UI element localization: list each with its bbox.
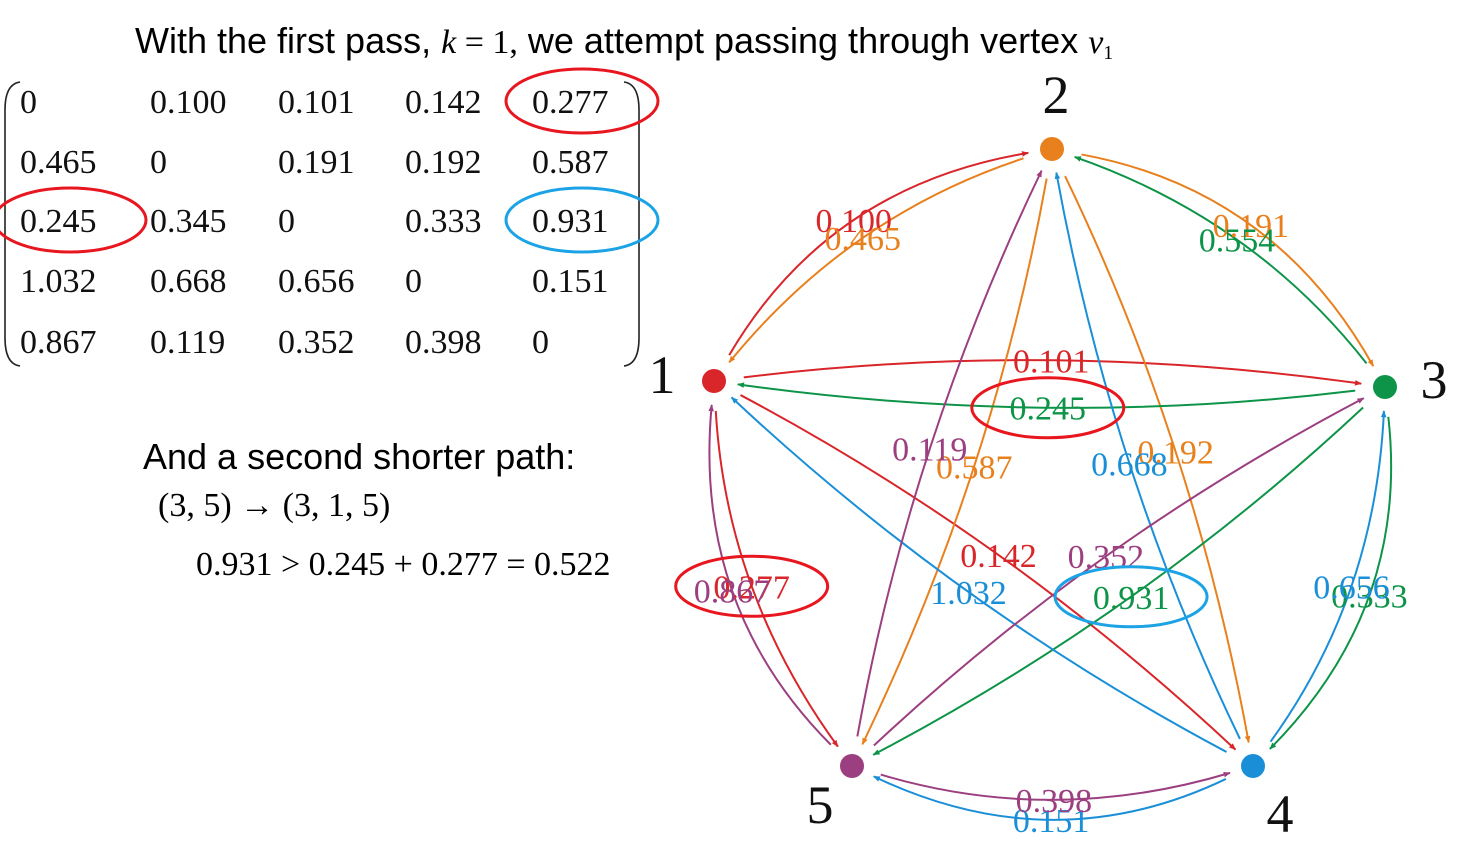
- distance-matrix: 0 0.100 0.101 0.142 0.277 0.465 0 0.191 0.192 0.5…: [0, 67, 660, 367]
- edge-weight-4-5: 0.151: [1013, 803, 1090, 840]
- matrix-cell: 0.587: [532, 144, 609, 181]
- edge-weight-5-4: 0.398: [1016, 783, 1093, 820]
- second-path-route: (3, 5) → (3, 1, 5): [158, 487, 391, 524]
- matrix-cell: 0.333: [405, 203, 482, 240]
- edge-1-3: [743, 359, 1362, 386]
- second-path-inequality: 0.931 > 0.245 + 0.277 = 0.522: [196, 546, 611, 583]
- edge-1-5: [714, 410, 839, 748]
- edge-weight-2-4: 0.192: [1137, 435, 1214, 472]
- vertex-5: [840, 754, 864, 778]
- matrix-cell: 1.032: [20, 263, 97, 300]
- matrix-cell: 0.352: [278, 324, 355, 361]
- edge-weight-3-1: 0.245: [1010, 391, 1087, 428]
- vertex-label-4: 4: [1267, 784, 1294, 844]
- matrix-highlight-ring: [0, 186, 148, 254]
- edge-highlight-ring: [674, 554, 830, 618]
- edge-weight-4-3: 0.656: [1313, 569, 1390, 606]
- edge-weight-1-3: 0.101: [1013, 343, 1090, 380]
- matrix-cell: 0.151: [532, 263, 609, 300]
- matrix-cell: 0.656: [278, 263, 355, 300]
- edge-weight-5-3: 0.352: [1068, 539, 1145, 576]
- matrix-cell: 0.192: [405, 144, 482, 181]
- matrix-highlight-ring: [504, 67, 660, 135]
- matrix-cell: 0.119: [150, 324, 225, 361]
- matrix-cell: 0: [405, 263, 422, 300]
- edge-weight-3-5: 0.931: [1093, 580, 1170, 617]
- graph-edges: [708, 151, 1393, 821]
- edge-5-2: [856, 169, 1043, 737]
- edge-4-3: [1269, 410, 1387, 743]
- edge-weight-3-4: 0.333: [1331, 578, 1408, 615]
- slide-title: With the first pass, k = 1, we attempt p…: [135, 20, 1113, 65]
- title-v-subscript: 1: [1103, 42, 1114, 64]
- matrix-cell: 0.101: [278, 84, 355, 121]
- edge-1-4: [740, 394, 1237, 751]
- graph-vertices: 1 2 3 4 5: [649, 65, 1448, 844]
- title-k-value: = 1,: [456, 24, 518, 61]
- matrix-cell: 0.142: [405, 84, 482, 121]
- title-middle: we attempt passing through vertex: [517, 20, 1089, 61]
- edge-5-1: [708, 404, 832, 746]
- matrix-cell: 0: [150, 144, 167, 181]
- edge-weight-labels: 0.100 0.101 0.142 0.277 0.465 0.191 0.192 0.587…: [694, 203, 1408, 840]
- edge-4-2: [1054, 171, 1241, 740]
- vertex-label-3: 3: [1421, 350, 1448, 410]
- matrix-cell: 0.931: [532, 203, 609, 240]
- vertex-1: [702, 369, 726, 393]
- edge-2-5: [861, 178, 1048, 746]
- edge-2-3: [1081, 153, 1375, 367]
- vertex-3: [1373, 375, 1397, 399]
- edge-weight-4-2: 0.668: [1091, 446, 1168, 483]
- matrix-cell: 0.191: [278, 144, 355, 181]
- matrix-cell: 0: [532, 324, 549, 361]
- edge-weight-2-1: 0.465: [824, 221, 901, 258]
- vertex-label-1: 1: [649, 345, 676, 405]
- edge-4-1: [730, 396, 1227, 753]
- vertex-label-2: 2: [1043, 65, 1070, 125]
- edge-3-4: [1269, 416, 1393, 750]
- second-path-heading: And a second shorter path:: [143, 436, 576, 477]
- edge-3-1: [737, 382, 1356, 409]
- edge-weight-1-5: 0.277: [713, 569, 790, 606]
- matrix-cell: 0.465: [20, 144, 97, 181]
- matrix-cell: 0.668: [150, 263, 227, 300]
- edge-5-3: [873, 397, 1365, 747]
- matrix-cell: 0.277: [532, 84, 609, 121]
- edge-5-4: [880, 771, 1231, 801]
- edge-2-4: [1064, 175, 1251, 744]
- edge-highlight-ring: [1053, 565, 1209, 629]
- edge-weight-3-2: 0.554: [1199, 223, 1276, 260]
- matrix-left-bracket: [4, 81, 21, 367]
- title-prefix: With the first pass,: [135, 20, 432, 61]
- highlight-rings: [674, 376, 1209, 629]
- edge-1-2: [728, 151, 1030, 356]
- edge-2-1: [728, 157, 1024, 364]
- vertex-2: [1040, 137, 1064, 161]
- matrix-cell: 0.867: [20, 324, 97, 361]
- edge-weight-4-1: 1.032: [930, 575, 1007, 612]
- edge-3-2: [1073, 155, 1368, 365]
- edge-highlight-ring: [970, 376, 1126, 440]
- edge-3-5: [872, 406, 1364, 756]
- matrix-cell: 0: [278, 203, 295, 240]
- title-v-variable: v: [1088, 24, 1104, 61]
- matrix-cell: 0.245: [20, 203, 97, 240]
- matrix-right-bracket: [623, 81, 640, 367]
- matrix-cell: 0: [20, 84, 37, 121]
- vertex-label-5: 5: [807, 775, 834, 835]
- matrix-cell: 0.100: [150, 84, 227, 121]
- edge-weight-1-4: 0.142: [960, 538, 1037, 575]
- matrix-cell: 0.345: [150, 203, 227, 240]
- title-k-variable: k: [441, 24, 457, 61]
- vertex-4: [1241, 754, 1265, 778]
- edge-weight-2-3: 0.191: [1213, 208, 1290, 245]
- edge-weight-5-2: 0.119: [892, 432, 967, 469]
- edge-4-5: [873, 775, 1227, 821]
- matrix-highlight-ring: [504, 186, 660, 254]
- edge-weight-2-5: 0.587: [936, 449, 1013, 486]
- edge-weight-1-2: 0.100: [815, 203, 892, 240]
- matrix-cell: 0.398: [405, 324, 482, 361]
- edge-weight-5-1: 0.867: [694, 573, 771, 610]
